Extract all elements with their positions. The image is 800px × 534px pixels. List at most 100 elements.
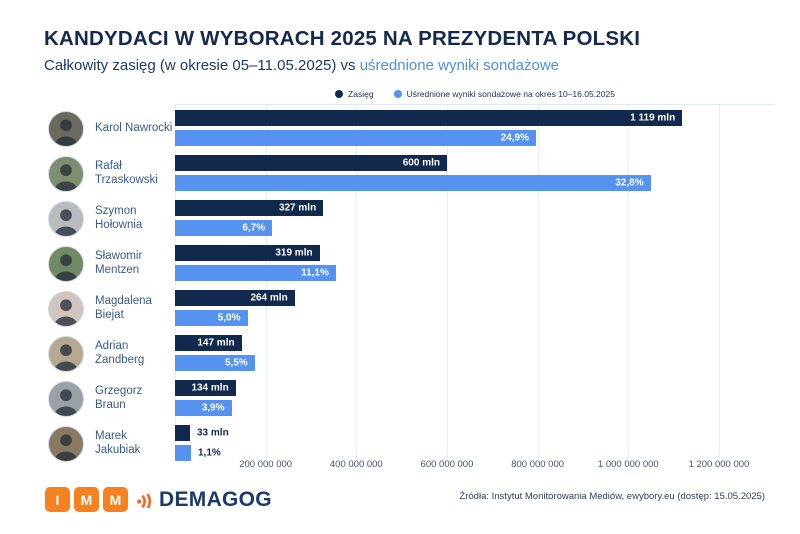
candidate-avatar	[48, 335, 84, 372]
reach-bar: 33 mln	[175, 425, 229, 441]
candidate-avatar	[48, 200, 84, 237]
imm-letter-box: M	[103, 487, 128, 512]
bars-cell: 319 mln 11,1%	[175, 241, 800, 286]
candidate-avatar	[48, 110, 84, 147]
candidate-name: Karol Nawrocki	[95, 121, 173, 134]
demagog-wave-icon	[136, 486, 156, 513]
avatar-cell	[48, 286, 84, 331]
bar-value-label: 11,1%	[301, 267, 329, 279]
legend-item-sondaze: Uśrednione wyniki sondażowe na okres 10–…	[393, 89, 615, 99]
candidate-avatar	[48, 380, 84, 417]
x-axis-tick-label: 400 000 000	[329, 459, 383, 470]
bar-value-label: 319 mln	[275, 247, 313, 259]
gridline	[175, 105, 176, 458]
candidate-name: Magdalena Biejat	[95, 295, 152, 321]
bar-value-label: 1 119 mln	[630, 112, 676, 124]
gridline	[446, 105, 448, 458]
subtitle-highlight: uśrednione wyniki sondażowe	[359, 57, 560, 74]
avatar-cell	[48, 376, 84, 421]
bars-cell: 147 mln 5,5%	[175, 331, 800, 376]
bar-value-label: 3,9%	[201, 402, 225, 414]
poll-bar: 5,0%	[175, 310, 248, 326]
gridline	[718, 105, 720, 458]
bar-value-label: 147 mln	[197, 337, 235, 349]
bars-cell: 33 mln 1,1%	[175, 421, 800, 466]
bar-value-label: 24,9%	[500, 132, 529, 144]
candidate-name: Adrian Zandberg	[95, 340, 145, 366]
x-axis-tick-label: 600 000 000	[420, 459, 474, 470]
candidate-name: Marek Jakubiak	[95, 430, 141, 456]
demagog-logo: DEMAGOG	[136, 486, 272, 513]
subtitle-plain: Całkowity zasięg (w okresie 05–11.05.202…	[44, 57, 360, 74]
bars-cell: 327 mln 6,7%	[175, 196, 800, 241]
reach-bar: 600 mln	[175, 155, 447, 171]
legend-dot-navy-icon	[335, 90, 344, 98]
imm-letter-box: M	[74, 487, 99, 512]
candidate-row: Grzegorz Braun 134 mln 3,9%	[0, 376, 800, 421]
candidate-row: Adrian Zandberg 147 mln 5,5%	[0, 331, 800, 376]
candidate-row: Marek Jakubiak 33 mln 1,1%	[0, 421, 800, 466]
poll-bar: 11,1%	[175, 265, 336, 281]
bar-value-label: 5,0%	[217, 312, 241, 324]
gridline	[356, 105, 358, 458]
bars-cell: 134 mln 3,9%	[175, 376, 800, 421]
demagog-wordmark: DEMAGOG	[159, 487, 272, 511]
candidate-row: Rafał Trzaskowski 600 mln 32,8%	[0, 151, 800, 196]
candidate-row: Sławomir Mentzen 319 mln 11,1%	[0, 241, 800, 286]
candidate-avatar	[48, 155, 84, 192]
bar-value-label: 6,7%	[242, 222, 266, 234]
x-axis-tick-label: 200 000 000	[239, 459, 293, 470]
bar-value-label: 134 mln	[191, 382, 229, 394]
page-title: KANDYDACI W WYBORACH 2025 NA PREZYDENTA …	[44, 27, 641, 50]
x-axis-tick-label: 1 000 000 000	[597, 459, 659, 470]
x-axis-tick-label: 1 200 000 000	[688, 459, 750, 470]
source-note: Źródła: Instytut Monitorowania Mediów, e…	[459, 491, 765, 502]
poll-bar: 32,8%	[175, 175, 651, 191]
poll-bar: 5,5%	[175, 355, 255, 371]
candidate-name: Szymon Hołownia	[95, 205, 143, 231]
legend-item-zasieg: Zasięg	[335, 89, 374, 99]
page-subtitle: Całkowity zasięg (w okresie 05–11.05.202…	[44, 57, 559, 74]
candidate-avatar	[48, 290, 84, 327]
plot-area	[175, 104, 775, 458]
candidate-name: Rafał Trzaskowski	[95, 160, 158, 186]
avatar-cell	[48, 151, 84, 196]
poll-bar: 3,9%	[175, 400, 232, 416]
x-axis-tick-label: 800 000 000	[511, 459, 565, 470]
gridline	[537, 105, 539, 458]
candidate-row: Szymon Hołownia 327 mln 6,7%	[0, 196, 800, 241]
avatar-cell	[48, 241, 84, 286]
bar-value-label: 1,1%	[198, 447, 221, 459]
candidate-row: Karol Nawrocki 1 119 mln 24,9%	[0, 106, 800, 151]
legend-dot-blue-icon	[393, 90, 402, 98]
reach-bar: 134 mln	[175, 380, 236, 396]
imm-logo: I M M	[45, 487, 128, 512]
bar-value-label: 327 mln	[278, 202, 317, 214]
poll-bar: 24,9%	[175, 130, 536, 146]
avatar-cell	[48, 331, 84, 376]
chart-rows: Karol Nawrocki 1 119 mln 24,9% Rafał Trzask…	[0, 106, 800, 466]
bars-cell: 264 mln 5,0%	[175, 286, 800, 331]
reach-bar: 319 mln	[175, 245, 320, 261]
candidate-avatar	[48, 425, 84, 462]
bar-value-label: 33 mln	[197, 427, 229, 439]
bar-value-label: 5,5%	[225, 357, 248, 369]
candidate-row: Magdalena Biejat 264 mln 5,0%	[0, 286, 800, 331]
reach-bar: 1 119 mln	[175, 110, 683, 126]
bar-value-label: 32,8%	[615, 177, 644, 189]
gridline	[265, 105, 267, 458]
gridline	[628, 105, 630, 458]
reach-bar: 147 mln	[175, 335, 242, 351]
bars-cell: 1 119 mln 24,9%	[175, 106, 800, 151]
bar-value-label: 264 mln	[250, 292, 288, 304]
reach-bar: 264 mln	[175, 290, 295, 306]
candidate-avatar	[48, 245, 84, 282]
legend-label-zasieg: Zasięg	[348, 89, 374, 99]
avatar-cell	[48, 106, 84, 151]
candidate-name: Sławomir Mentzen	[95, 250, 143, 276]
bar-value-label: 600 mln	[402, 157, 440, 169]
legend-label-sondaze: Uśrednione wyniki sondażowe na okres 10–…	[406, 89, 615, 99]
bars-cell: 600 mln 32,8%	[175, 151, 800, 196]
poll-bar: 6,7%	[175, 220, 273, 236]
poll-bar: 1,1%	[175, 445, 221, 461]
